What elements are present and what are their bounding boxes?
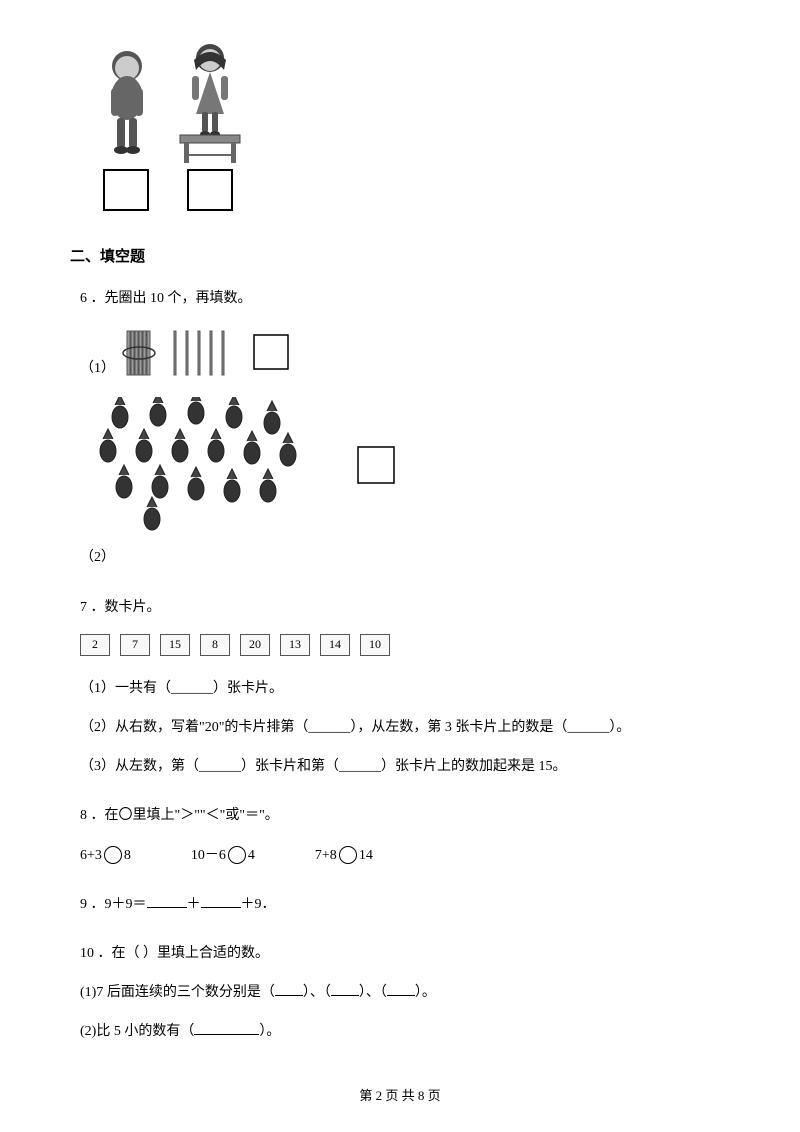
q8-expressions: 6+3 8 10－6 4 7+8 14 [80,843,730,868]
card-1: 7 [120,634,150,656]
q10-sub1-prefix: (1)7 后面连续的三个数分别是（ [80,985,275,1000]
blank-underline[interactable] [275,982,303,996]
q6-sub1: （1） [80,325,730,381]
blank-underline[interactable] [194,1021,259,1035]
section-title-fill-blank: 二、填空题 [70,245,730,266]
blank-underline[interactable] [147,894,187,908]
children-boxes-illustration [80,40,730,225]
q10-sub2-suffix: ）。 [259,1024,280,1039]
q10-sub2: (2)比 5 小的数有（ ）。 [80,1019,730,1044]
q7-cards: 2 7 15 8 20 13 14 10 [80,634,730,656]
q8-exp3-left: 7+8 [315,848,337,863]
card-6: 14 [320,634,350,656]
blank-underline[interactable] [201,894,241,908]
q6-text: 6 ．先圈出 10 个，再填数。 [80,286,730,311]
q10-sub1-suffix: ）。 [415,985,436,1000]
q6-sub2-label: （2） [80,550,115,565]
page-footer: 第 2 页 共 8 页 [0,1085,800,1104]
question-10: 10 ．在（ ）里填上合适的数。 (1)7 后面连续的三个数分别是（ ）、（ ）、（… [80,941,730,1045]
card-7: 10 [360,634,390,656]
circle-blank[interactable] [104,846,122,864]
circle-blank[interactable] [228,846,246,864]
question-8: 8 ．在〇里填上"＞""＜"或"＝"。 6+3 8 10－6 4 7+8 14 [80,803,730,867]
q9-suffix: ＋9． [241,897,276,912]
q8-exp2: 10－6 4 [191,843,255,868]
q10-sub1: (1)7 后面连续的三个数分别是（ ）、（ ）、（ ）。 [80,980,730,1005]
card-3: 8 [200,634,230,656]
blank-underline[interactable] [331,982,359,996]
q6-sub1-label: （1） [80,361,115,376]
q8-exp2-right: 4 [248,848,255,863]
q8-exp2-left: 10－6 [191,848,226,863]
q7-sub1: （1）一共有（______）张卡片。 [80,676,730,701]
q8-exp1-left: 6+3 [80,848,102,863]
q6-sub2: （2） [80,397,730,570]
question-7: 7 ．数卡片。 2 7 15 8 20 13 14 10 （1）一共有（____… [80,595,730,780]
q8-text: 8 ．在〇里填上"＞""＜"或"＝"。 [80,803,730,828]
q10-sep2: ）、（ [359,985,387,1000]
card-5: 13 [280,634,310,656]
q7-sub2: （2）从右数，写着"20"的卡片排第（______），从左数，第 3 张卡片上的… [80,715,730,740]
q7-text: 7 ．数卡片。 [80,595,730,620]
card-4: 20 [240,634,270,656]
q8-exp1: 6+3 8 [80,843,131,868]
q7-sub3: （3）从左数，第（______）张卡片和第（______）张卡片上的数加起来是 … [80,754,730,779]
q8-exp3: 7+8 14 [315,843,373,868]
card-2: 15 [160,634,190,656]
question-6: 6 ．先圈出 10 个，再填数。 （1） [80,286,730,571]
q8-exp1-right: 8 [124,848,131,863]
q10-text: 10 ．在（ ）里填上合适的数。 [80,941,730,966]
card-0: 2 [80,634,110,656]
q9-prefix: 9 ．9＋9＝ [80,897,147,912]
q10-sub2-prefix: (2)比 5 小的数有（ [80,1024,194,1039]
circle-blank[interactable] [339,846,357,864]
q8-exp3-right: 14 [359,848,373,863]
question-9: 9 ．9＋9＝ ＋ ＋9． [80,892,730,917]
q10-sep1: ）、（ [303,985,331,1000]
q9-plus: ＋ [187,897,201,912]
blank-underline[interactable] [387,982,415,996]
